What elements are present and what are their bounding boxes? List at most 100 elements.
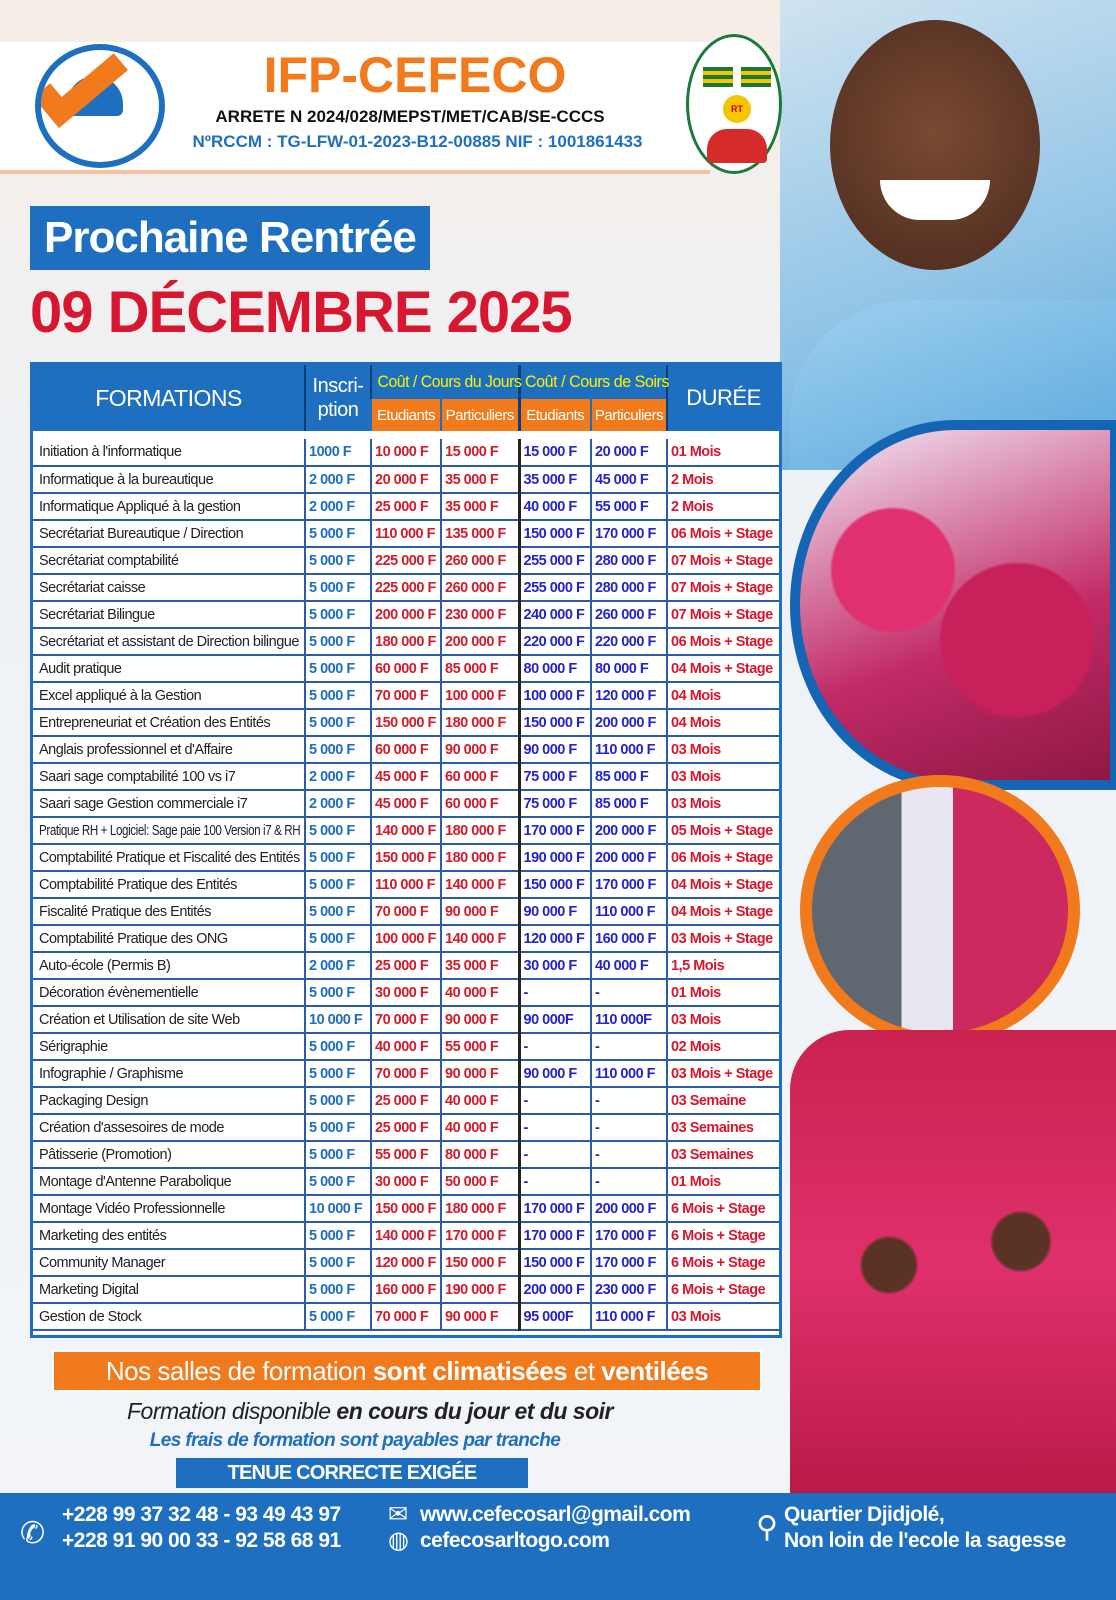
- soir-etudiants-price: 170 000 F: [517, 1195, 592, 1223]
- formation-name: Saari sage Gestion commerciale i7: [33, 790, 305, 818]
- jour-particuliers-price: 85 000 F: [439, 655, 520, 683]
- duration: 06 Mois + Stage: [666, 520, 780, 548]
- phone-number-2[interactable]: +228 91 90 00 33 - 92 58 68 91: [62, 1529, 341, 1552]
- table-row: Anglais professionnel et d'Affaire 5 000 …: [33, 736, 780, 764]
- globe-icon: ◍: [388, 1527, 409, 1554]
- hero-photo-smile: [880, 180, 990, 220]
- soir-etudiants-price: -: [517, 1087, 592, 1115]
- jour-particuliers-price: 60 000 F: [439, 763, 520, 791]
- jour-etudiants-price: 30 000 F: [370, 979, 441, 1007]
- inscription-fee: 5 000 F: [304, 817, 371, 845]
- jour-etudiants-price: 55 000 F: [370, 1141, 441, 1169]
- inscription-fee: 1000 F: [304, 439, 371, 467]
- table-row: Comptabilité Pratique des ONG 5 000 F 100 …: [33, 925, 780, 953]
- duration: 07 Mois + Stage: [666, 601, 780, 629]
- soir-etudiants-price: 75 000 F: [517, 763, 592, 791]
- phone-number-1[interactable]: +228 99 37 32 48 - 93 49 43 97: [62, 1503, 341, 1526]
- address-line-2: Non loin de l'ecole la sagesse: [784, 1529, 1066, 1552]
- soir-particuliers-price: 110 000F: [590, 1006, 668, 1034]
- formation-name: Fiscalité Pratique des Entités: [33, 898, 305, 926]
- inscription-fee: 5 000 F: [304, 925, 371, 953]
- soir-etudiants-price: 90 000 F: [517, 736, 592, 764]
- soir-particuliers-price: 230 000 F: [590, 1276, 668, 1304]
- table-row: Montage Vidéo Professionnelle 10 000 F 150…: [33, 1195, 780, 1223]
- soir-etudiants-price: -: [517, 1033, 592, 1061]
- inscription-fee: 5 000 F: [304, 871, 371, 899]
- formation-name: Entrepreneuriat et Création des Entités: [33, 709, 305, 737]
- table-row: Audit pratique 5 000 F 60 000 F 85 000 F 80 …: [33, 655, 780, 683]
- soir-particuliers-price: 55 000 F: [590, 493, 668, 521]
- formation-name: Anglais professionnel et d'Affaire: [33, 736, 305, 764]
- table-row: Community Manager 5 000 F 120 000 F 150 000…: [33, 1249, 780, 1277]
- table-row: Décoration évènementielle 5 000 F 30 000 F…: [33, 979, 780, 1007]
- inscription-fee: 10 000 F: [304, 1006, 371, 1034]
- jour-etudiants-price: 70 000 F: [370, 1303, 441, 1331]
- soir-etudiants-price: 150 000 F: [517, 871, 592, 899]
- announcement-title: Prochaine Rentrée: [30, 206, 430, 270]
- soir-etudiants-price: 170 000 F: [517, 817, 592, 845]
- website-link[interactable]: cefecosarltogo.com: [420, 1529, 610, 1552]
- table-row: Packaging Design 5 000 F 25 000 F 40 000 F-…: [33, 1087, 780, 1115]
- soir-etudiants-price: 170 000 F: [517, 1222, 592, 1250]
- inscription-fee: 5 000 F: [304, 1087, 371, 1115]
- inscription-fee: 5 000 F: [304, 574, 371, 602]
- soir-etudiants-price: 75 000 F: [517, 790, 592, 818]
- phone-whatsapp-icon: ✆: [20, 1517, 46, 1550]
- header-jour-particuliers: Particuliers: [439, 399, 520, 431]
- jour-particuliers-price: 135 000 F: [439, 520, 520, 548]
- jour-etudiants-price: 60 000 F: [370, 736, 441, 764]
- jour-etudiants-price: 140 000 F: [370, 1222, 441, 1250]
- duration: 07 Mois + Stage: [666, 574, 780, 602]
- table-row: Comptabilité Pratique et Fiscalité des E…: [33, 844, 780, 872]
- soir-particuliers-price: 110 000 F: [590, 1303, 668, 1331]
- jour-particuliers-price: 140 000 F: [439, 871, 520, 899]
- duration: 03 Mois: [666, 1006, 780, 1034]
- header-duree: DURÉE: [666, 365, 780, 431]
- jour-etudiants-price: 25 000 F: [370, 1114, 441, 1142]
- table-row: Saari sage comptabilité 100 vs i7 2 000 F…: [33, 763, 780, 791]
- formation-name: Décoration évènementielle: [33, 979, 305, 1007]
- table-row: Informatique à la bureautique 2 000 F 20 0…: [33, 466, 780, 494]
- jour-etudiants-price: 100 000 F: [370, 925, 441, 953]
- soir-particuliers-price: 80 000 F: [590, 655, 668, 683]
- table-row: Création d'assesoires de mode 5 000 F 25 0…: [33, 1114, 780, 1142]
- duration: 03 Mois: [666, 763, 780, 791]
- soir-particuliers-price: 85 000 F: [590, 763, 668, 791]
- inscription-fee: 5 000 F: [304, 628, 371, 656]
- inscription-fee: 5 000 F: [304, 1249, 371, 1277]
- soir-etudiants-price: 100 000 F: [517, 682, 592, 710]
- email-link[interactable]: www.cefecosarl@gmail.com: [420, 1503, 691, 1526]
- duration: 04 Mois: [666, 709, 780, 737]
- jour-etudiants-price: 150 000 F: [370, 1195, 441, 1223]
- duration: 03 Semaines: [666, 1114, 780, 1142]
- location-pin-icon: ⚲: [756, 1511, 778, 1544]
- inscription-fee: 2 000 F: [304, 466, 371, 494]
- formation-name: Informatique à la bureautique: [33, 466, 305, 494]
- jour-etudiants-price: 25 000 F: [370, 493, 441, 521]
- soir-particuliers-price: 160 000 F: [590, 925, 668, 953]
- announcement-date: 09 DÉCEMBRE 2025: [30, 280, 573, 345]
- formation-name: Community Manager: [33, 1249, 305, 1277]
- soir-etudiants-price: 90 000 F: [517, 1060, 592, 1088]
- soir-etudiants-price: 220 000 F: [517, 628, 592, 656]
- jour-particuliers-price: 90 000 F: [439, 736, 520, 764]
- brand-title: IFP-CEFECO: [263, 47, 567, 103]
- soir-etudiants-price: 40 000 F: [517, 493, 592, 521]
- jour-particuliers-price: 35 000 F: [439, 493, 520, 521]
- soir-etudiants-price: 30 000 F: [517, 952, 592, 980]
- jour-etudiants-price: 140 000 F: [370, 817, 441, 845]
- soir-etudiants-price: -: [517, 1114, 592, 1142]
- jour-particuliers-price: 40 000 F: [439, 1114, 520, 1142]
- formation-name: Packaging Design: [33, 1087, 305, 1115]
- soir-particuliers-price: 200 000 F: [590, 844, 668, 872]
- jour-particuliers-price: 50 000 F: [439, 1168, 520, 1196]
- duration: 01 Mois: [666, 979, 780, 1007]
- jour-etudiants-price: 200 000 F: [370, 601, 441, 629]
- duration: 05 Mois + Stage: [666, 817, 780, 845]
- jour-particuliers-price: 260 000 F: [439, 547, 520, 575]
- inscription-fee: 5 000 F: [304, 1141, 371, 1169]
- table-row: Initiation à l'informatique 1000 F 10 000 …: [33, 439, 780, 467]
- soir-particuliers-price: 200 000 F: [590, 1195, 668, 1223]
- soir-particuliers-price: 170 000 F: [590, 1222, 668, 1250]
